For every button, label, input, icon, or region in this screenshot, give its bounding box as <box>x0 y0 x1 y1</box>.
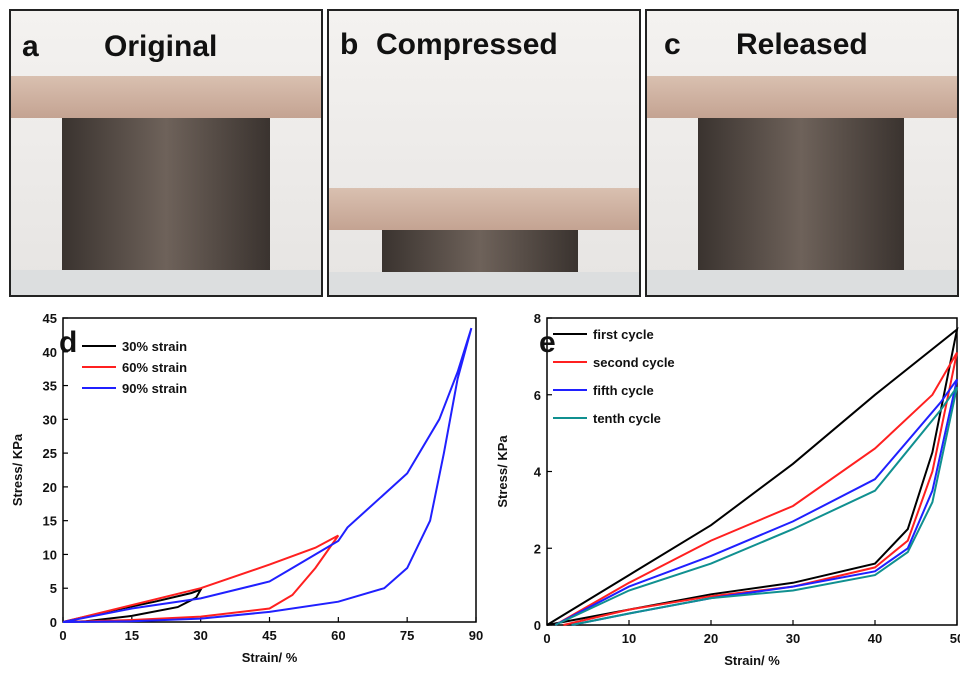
x-tick-label: 40 <box>868 631 882 646</box>
x-axis-title: Strain/ % <box>724 653 780 668</box>
y-tick-label: 0 <box>50 615 57 630</box>
x-tick-label: 50 <box>950 631 960 646</box>
series-line <box>62 327 473 623</box>
legend-label: 90% strain <box>122 381 187 396</box>
x-tick-label: 0 <box>59 628 66 643</box>
x-tick-label: 10 <box>622 631 636 646</box>
panel-label: d <box>59 326 77 359</box>
y-tick-label: 25 <box>43 446 57 461</box>
series-line <box>554 386 958 626</box>
y-tick-label: 15 <box>43 514 57 529</box>
panel-label: c <box>664 28 681 61</box>
x-tick-label: 30 <box>193 628 207 643</box>
panel-label: e <box>539 326 556 359</box>
y-tick-label: 8 <box>534 311 541 326</box>
y-tick-label: 4 <box>534 465 542 480</box>
series-line <box>546 327 959 626</box>
y-tick-label: 45 <box>43 311 57 326</box>
series-line <box>554 351 958 626</box>
x-tick-label: 60 <box>331 628 345 643</box>
legend-label: second cycle <box>593 355 675 370</box>
y-tick-label: 5 <box>50 581 57 596</box>
x-tick-label: 30 <box>786 631 800 646</box>
x-tick-label: 15 <box>125 628 139 643</box>
y-tick-label: 6 <box>534 388 541 403</box>
series-line <box>62 587 203 623</box>
x-tick-label: 90 <box>469 628 483 643</box>
legend-label: 60% strain <box>122 360 187 375</box>
photo-panel <box>9 9 323 297</box>
y-tick-label: 2 <box>534 541 541 556</box>
legend-label: first cycle <box>593 327 654 342</box>
y-tick-label: 35 <box>43 379 57 394</box>
legend-label: fifth cycle <box>593 383 654 398</box>
series-line <box>62 534 340 623</box>
y-axis-title: Stress/ KPa <box>10 433 25 506</box>
y-tick-label: 10 <box>43 547 57 562</box>
legend-label: tenth cycle <box>593 411 661 426</box>
x-axis-title: Strain/ % <box>242 650 298 665</box>
y-tick-label: 0 <box>534 618 541 633</box>
y-tick-label: 30 <box>43 412 57 427</box>
y-tick-label: 20 <box>43 480 57 495</box>
x-tick-label: 20 <box>704 631 718 646</box>
x-tick-label: 45 <box>262 628 276 643</box>
x-tick-label: 0 <box>543 631 550 646</box>
photo-panel <box>645 9 959 297</box>
y-axis-title: Stress/ KPa <box>495 435 510 508</box>
panel-label: b <box>340 28 358 61</box>
photo-title: Original <box>104 30 217 63</box>
photo-title: Compressed <box>376 28 558 61</box>
photo-title: Released <box>736 28 868 61</box>
photo-panel <box>327 9 641 297</box>
x-tick-label: 75 <box>400 628 414 643</box>
legend-label: 30% strain <box>122 339 187 354</box>
y-tick-label: 40 <box>43 345 57 360</box>
panel-label: a <box>22 30 39 63</box>
